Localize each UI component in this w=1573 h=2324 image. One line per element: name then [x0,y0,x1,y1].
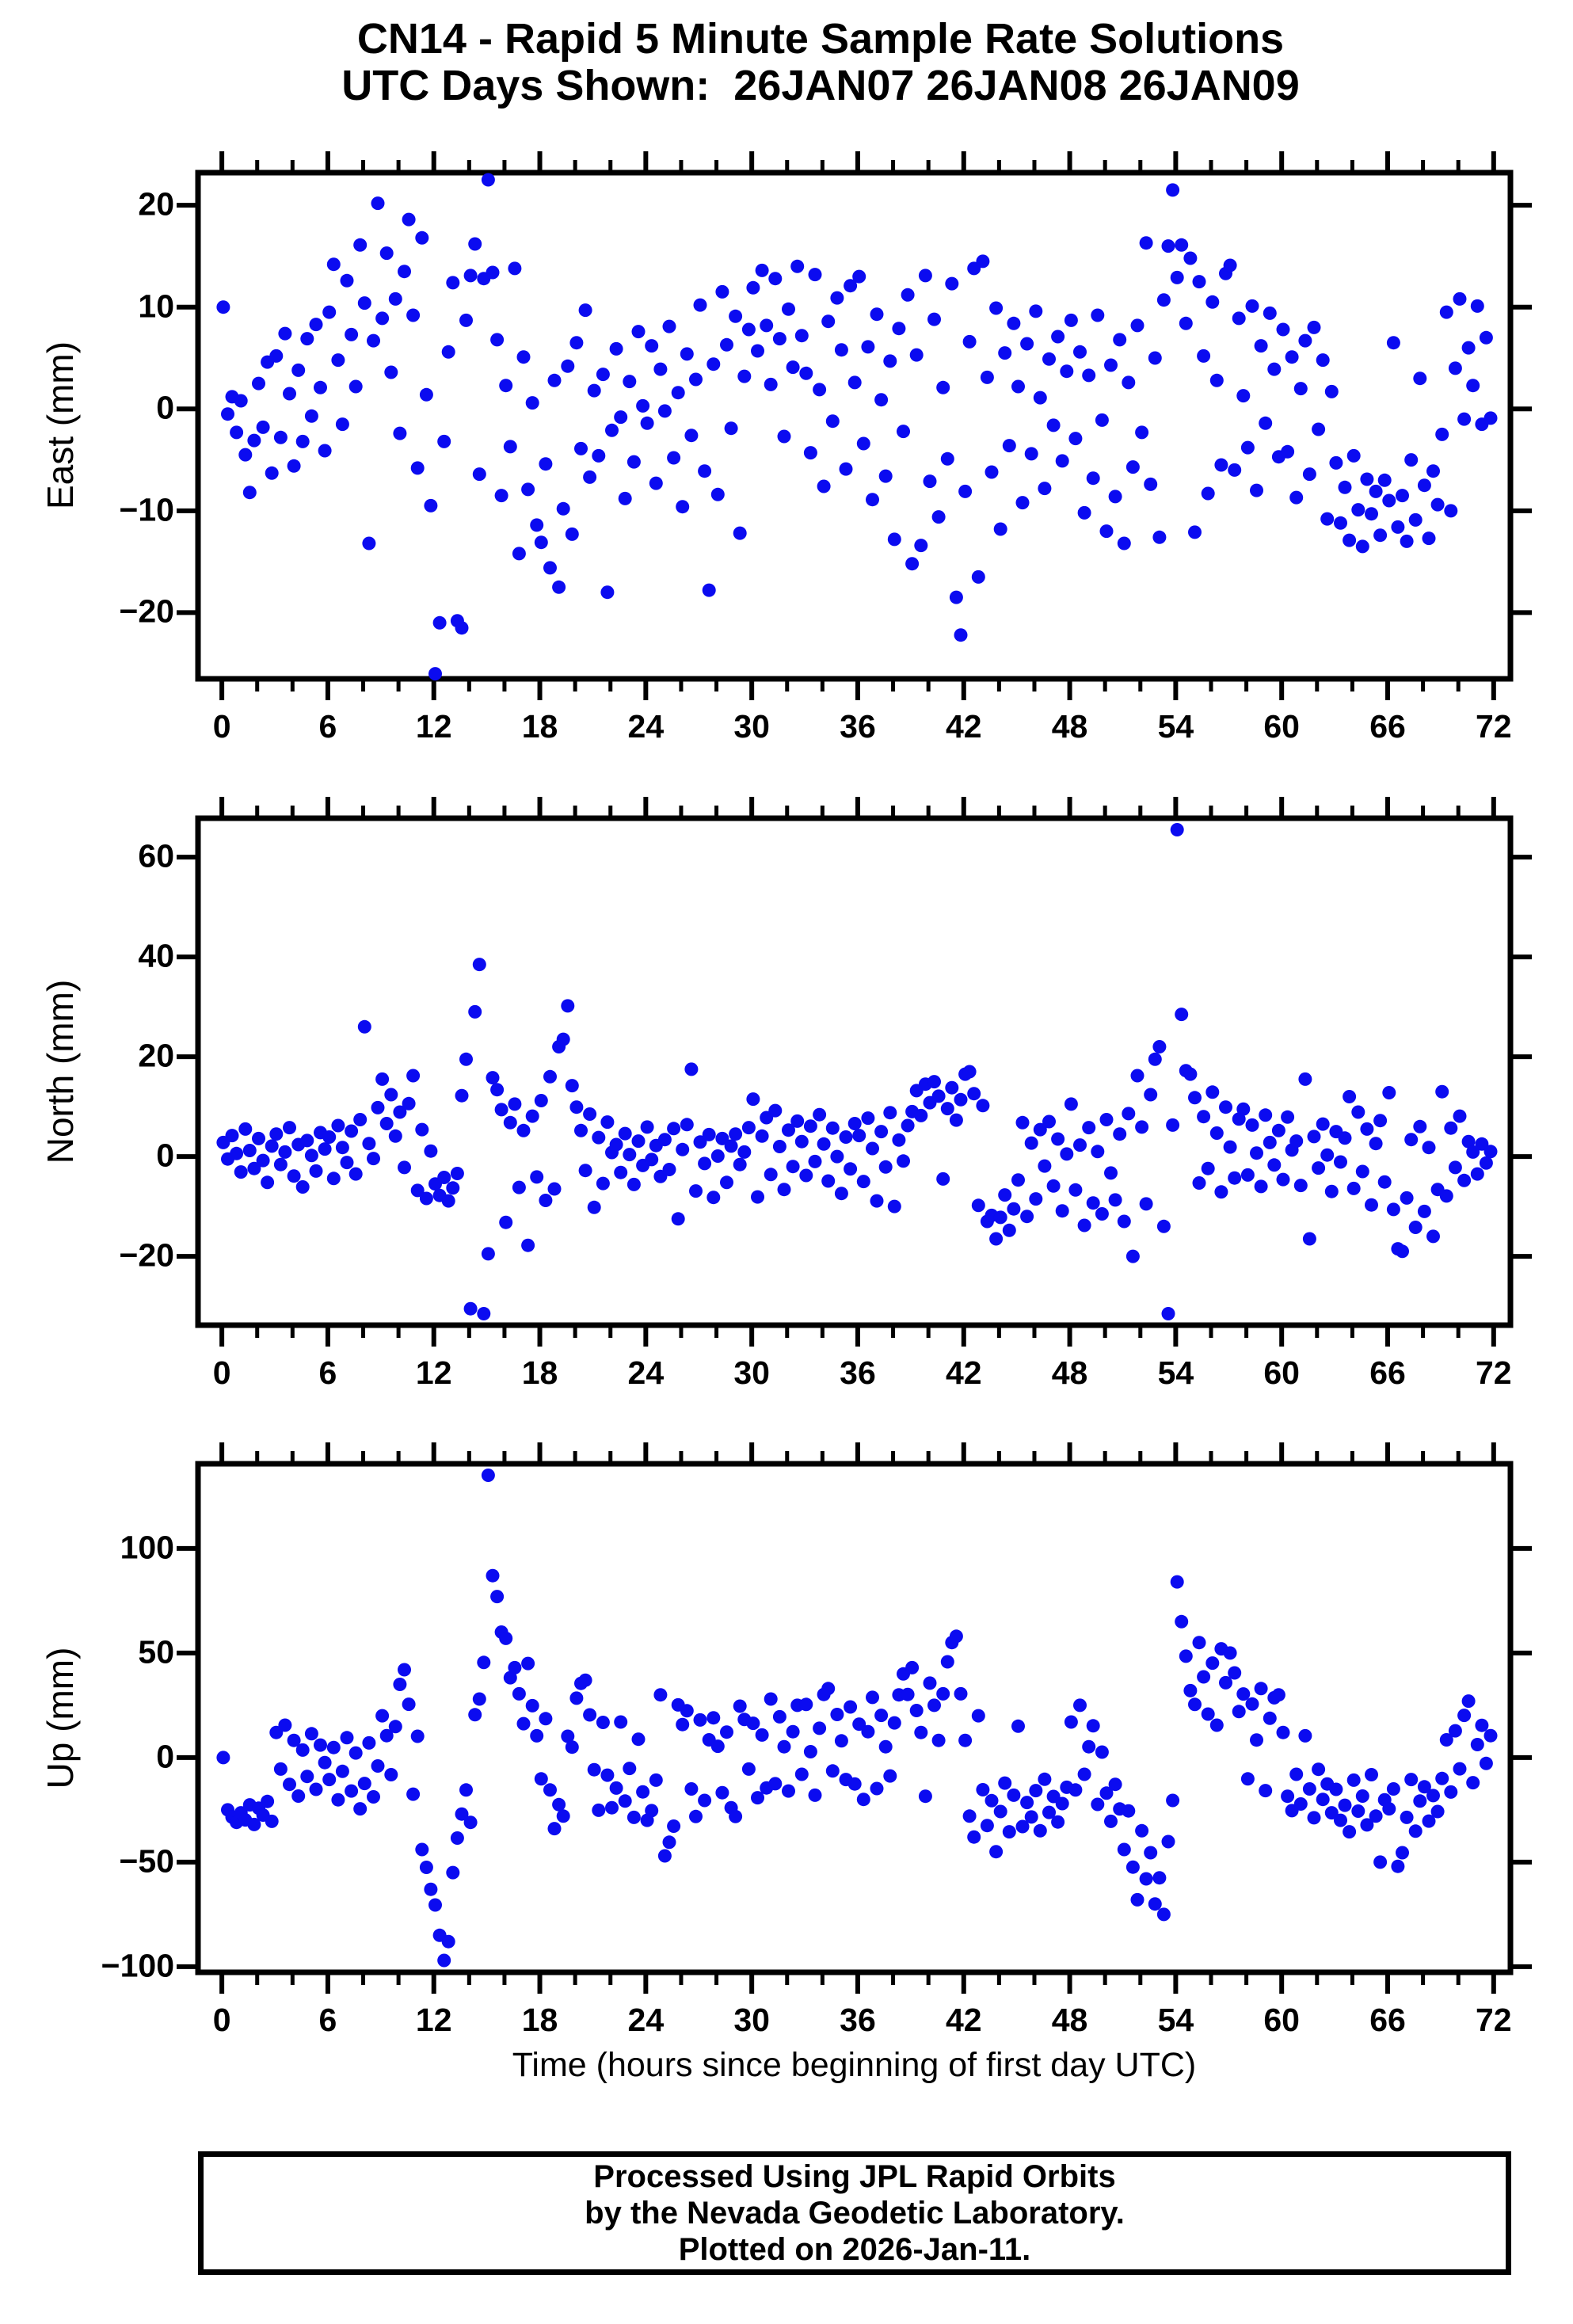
y-tick-label: 20 [138,1037,174,1074]
east-frame [195,170,1514,682]
x-tick-label: 30 [733,708,770,745]
x-tick-label: 36 [840,708,876,745]
x-tick-label: 0 [212,2002,231,2038]
x-tick-label: 6 [318,2002,337,2038]
x-tick-label: 54 [1157,708,1194,745]
x-tick-label: 72 [1476,2002,1512,2038]
x-tick-label: 72 [1476,708,1512,745]
y-tick-label: 40 [138,937,174,974]
x-axis-title: Time (hours since beginning of first day… [512,2046,1197,2084]
x-tick-label: 36 [840,1354,876,1391]
y-tick-label: 0 [156,389,174,426]
x-tick-label: 36 [840,2002,876,2038]
up-frame [195,1461,1514,1975]
x-tick-label: 48 [1051,1354,1088,1391]
y-tick-label: 50 [138,1633,174,1671]
x-tick-label: 30 [733,1354,770,1391]
x-tick-label: 12 [415,2002,452,2038]
y-axis-label-east: East (mm) [40,341,81,510]
x-tick-label: 54 [1157,2002,1194,2038]
x-tick-label: 24 [627,2002,665,2038]
x-tick-label: 54 [1157,1354,1194,1391]
x-tick-label: 42 [945,1354,982,1391]
x-tick-label: 18 [521,1354,558,1391]
chart-subtitle: UTC Days Shown: 26JAN07 26JAN08 26JAN09 [341,62,1300,109]
x-tick-label: 24 [627,708,665,745]
north-points [216,823,1498,1320]
y-tick-label: 0 [156,1137,174,1174]
x-tick-label: 12 [415,1354,452,1391]
x-tick-label: 0 [212,1354,231,1391]
x-tick-label: 0 [212,708,231,745]
y-tick-label: 0 [156,1738,174,1775]
y-tick-label: 10 [138,288,174,325]
x-tick-label: 18 [521,708,558,745]
x-tick-label: 12 [415,708,452,745]
x-tick-label: 30 [733,2002,770,2038]
footer-line-3: Plotted on 2026-Jan-11. [678,2232,1031,2267]
footer-box: Processed Using JPL Rapid Orbits by the … [198,2151,1511,2275]
y-tick-label: 20 [138,185,174,223]
east-points [216,173,1498,681]
x-tick-label: 42 [945,708,982,745]
x-tick-label: 24 [627,1354,665,1391]
up-points [216,1469,1498,1968]
x-tick-label: 42 [945,2002,982,2038]
x-tick-label: 66 [1369,2002,1406,2038]
y-tick-label: −20 [119,593,174,631]
y-tick-label: −20 [119,1236,174,1274]
x-tick-label: 48 [1051,708,1088,745]
footer-line-2: by the Nevada Geodetic Laboratory. [585,2196,1125,2231]
y-tick-label: 100 [120,1529,174,1566]
title-block: CN14 - Rapid 5 Minute Sample Rate Soluti… [130,16,1511,109]
x-tick-label: 66 [1369,708,1406,745]
y-tick-label: −50 [119,1842,174,1880]
x-tick-label: 66 [1369,1354,1406,1391]
north-frame [195,815,1514,1328]
x-tick-label: 72 [1476,1354,1512,1391]
x-tick-label: 6 [318,1354,337,1391]
x-tick-label: 60 [1263,708,1300,745]
footer-line-1: Processed Using JPL Rapid Orbits [593,2159,1116,2194]
chart-title: CN14 - Rapid 5 Minute Sample Rate Soluti… [356,15,1285,63]
y-tick-label: −100 [101,1947,174,1984]
x-tick-label: 48 [1051,2002,1088,2038]
y-tick-label: 60 [138,837,174,874]
x-tick-label: 60 [1263,1354,1300,1391]
y-tick-label: −10 [119,491,174,528]
x-tick-label: 6 [318,708,337,745]
x-tick-label: 60 [1263,2002,1300,2038]
x-tick-label: 18 [521,2002,558,2038]
